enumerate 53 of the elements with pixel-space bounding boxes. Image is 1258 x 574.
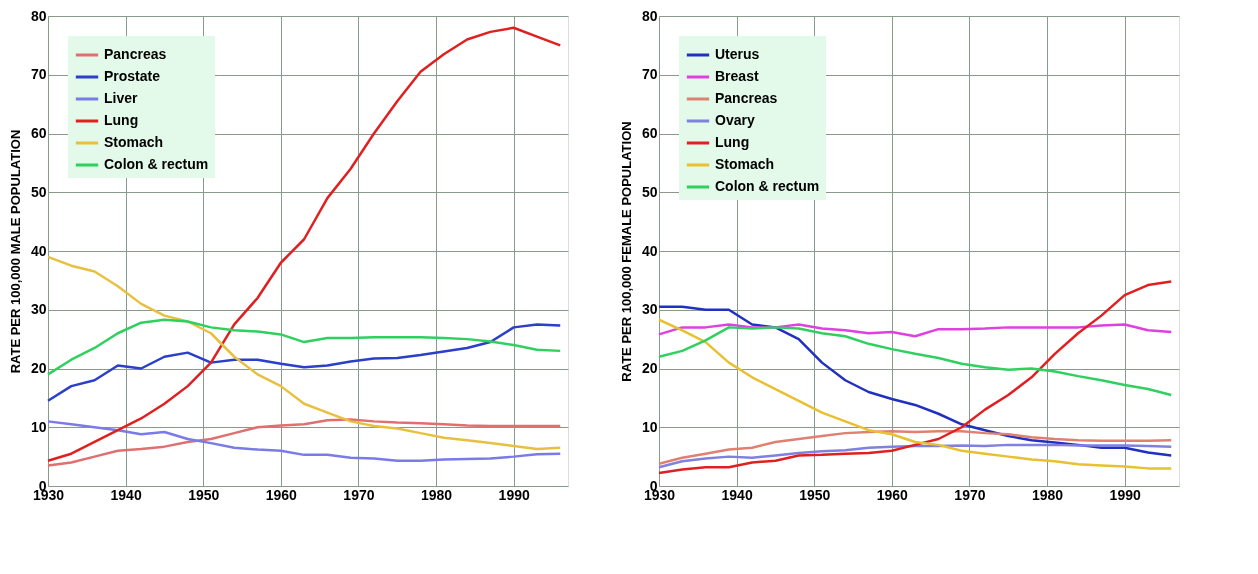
line-series [46, 323, 562, 403]
line-series [657, 323, 1173, 338]
line-series [657, 326, 1173, 397]
x-tick-label: 1940 [721, 486, 753, 503]
line-series [657, 443, 1173, 469]
x-tick-label: 1990 [1109, 486, 1141, 503]
y-tick-label: 80 [30, 7, 47, 24]
legend-label: Lung [715, 134, 750, 150]
x-tick-label: 1980 [420, 486, 453, 503]
y-tick-label: 30 [30, 301, 47, 318]
y-axis-title: RATE PER 100,000 MALE POPULATION [7, 129, 23, 374]
legend-label: Ovary [715, 112, 755, 128]
line-series [46, 255, 562, 451]
x-tick-label: 1950 [799, 486, 831, 503]
y-tick-label: 40 [30, 242, 47, 259]
x-tick-label: 1940 [110, 486, 142, 503]
y-tick-label: 40 [641, 242, 658, 259]
y-tick-label: 60 [641, 125, 658, 141]
legend-label: Pancreas [104, 46, 167, 62]
line-series [657, 280, 1173, 475]
x-tick-label: 1990 [498, 486, 530, 503]
y-tick-label: 50 [30, 183, 47, 200]
legend-label: Stomach [104, 134, 164, 150]
legend-label: Pancreas [715, 90, 778, 106]
line-series [657, 430, 1173, 465]
line-series [46, 318, 562, 376]
legend-label: Colon & rectum [715, 178, 820, 194]
legend-label: Liver [104, 90, 139, 106]
y-tick-label: 30 [641, 301, 658, 318]
y-tick-label: 20 [641, 360, 658, 376]
x-tick-label: 1950 [188, 486, 220, 503]
x-tick-label: 1970 [343, 486, 375, 503]
legend-label: Colon & rectum [104, 156, 209, 172]
legend-label: Lung [104, 112, 139, 128]
y-tick-label: 10 [641, 418, 658, 435]
line-series [46, 26, 562, 462]
x-tick-label: 1980 [1031, 486, 1064, 503]
y-tick-label: 50 [641, 183, 658, 200]
y-tick-label: 60 [30, 125, 47, 141]
y-tick-label: 70 [641, 66, 658, 83]
y-tick-label: 80 [641, 7, 658, 24]
line-series [657, 318, 1173, 470]
legend-label: Stomach [715, 156, 775, 172]
x-tick-label: 1960 [265, 486, 298, 503]
legend-label: Prostate [104, 68, 161, 84]
y-tick-label: 70 [30, 66, 47, 83]
y-tick-label: 10 [30, 418, 47, 435]
y-tick-label: 20 [30, 360, 47, 376]
x-tick-label: 1960 [876, 486, 909, 503]
y-axis-title: RATE PER 100,000 FEMALE POPULATION [618, 121, 634, 382]
legend-label: Breast [715, 68, 759, 84]
legend-label: Uterus [715, 46, 760, 62]
x-tick-label: 1970 [954, 486, 986, 503]
